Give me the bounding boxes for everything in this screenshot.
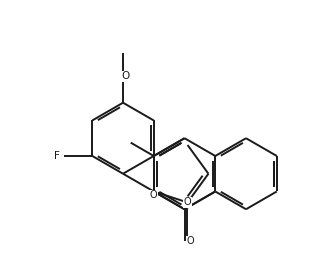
Text: O: O — [150, 190, 158, 200]
Text: F: F — [54, 151, 60, 161]
Text: O: O — [186, 236, 194, 246]
Text: O: O — [184, 197, 191, 207]
Text: O: O — [122, 71, 130, 81]
